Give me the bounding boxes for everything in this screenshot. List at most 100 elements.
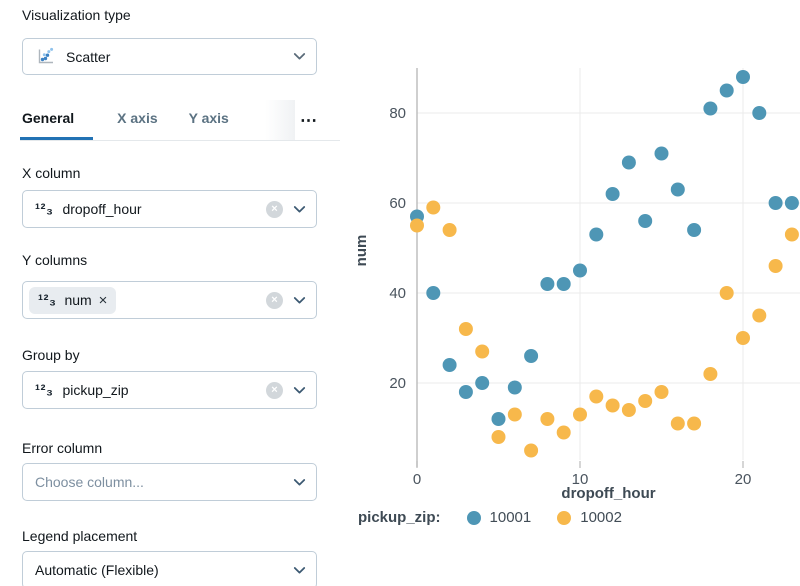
x-column-value: dropoff_hour — [62, 201, 142, 217]
data-point-10002[interactable] — [654, 385, 669, 399]
remove-chip-icon[interactable]: × — [98, 291, 108, 309]
plot-area: 20 40 60 80 0 10 20 dropoff_hour num — [353, 68, 800, 502]
data-point-10002[interactable] — [768, 259, 783, 273]
y-column-chip: ¹²₃ num × — [29, 286, 117, 314]
data-point-10001[interactable] — [491, 412, 506, 426]
data-point-10002[interactable] — [784, 227, 799, 242]
chevron-down-icon — [293, 566, 306, 575]
data-point-10002[interactable] — [670, 416, 685, 431]
legend-placement-value: Automatic (Flexible) — [35, 562, 159, 578]
settings-tab-bar: General X axis Y axis ⋯ — [20, 100, 340, 141]
legend-placement-label: Legend placement — [22, 528, 138, 544]
x-column-select[interactable]: ¹²₃ dropoff_hour × — [22, 190, 317, 228]
chevron-down-icon — [293, 205, 306, 214]
y-tick-label: 80 — [389, 105, 406, 122]
data-point-10001[interactable] — [605, 187, 620, 201]
data-point-10002[interactable] — [491, 430, 506, 444]
legend-item-label: 10002 — [580, 509, 622, 526]
data-point-10002[interactable] — [719, 286, 734, 300]
tab-x-axis[interactable]: X axis — [117, 110, 158, 126]
x-column-label: X column — [22, 165, 81, 181]
data-point-10001[interactable] — [621, 155, 636, 170]
data-point-10002[interactable] — [475, 344, 490, 359]
data-point-10001[interactable] — [687, 223, 702, 237]
data-point-10001[interactable] — [540, 277, 555, 291]
y-tick-label: 60 — [389, 195, 406, 212]
data-point-10002[interactable] — [442, 223, 457, 237]
scatter-chart-icon — [35, 46, 56, 67]
data-point-10001[interactable] — [573, 263, 587, 278]
tab-overflow-fade — [265, 100, 295, 140]
legend-item-label: 10001 — [489, 509, 532, 526]
data-point-10001[interactable] — [589, 227, 604, 242]
data-point-10002[interactable] — [703, 367, 718, 381]
data-point-10002[interactable] — [638, 394, 653, 408]
error-column-select[interactable]: Choose column... — [22, 463, 317, 501]
viz-type-value: Scatter — [66, 48, 111, 65]
x-tick-label: 20 — [735, 471, 752, 488]
data-point-10001[interactable] — [752, 106, 767, 120]
data-point-10002[interactable] — [605, 398, 620, 413]
data-point-10001[interactable] — [784, 196, 799, 210]
config-panel: Visualization type Scatter — [0, 0, 340, 586]
data-point-10001[interactable] — [442, 358, 457, 372]
legend-title: pickup_zip: — [358, 509, 441, 526]
data-point-10001[interactable] — [475, 376, 490, 390]
data-point-10002[interactable] — [507, 407, 522, 422]
chevron-down-icon — [293, 386, 306, 395]
clear-selection-icon[interactable]: × — [266, 291, 283, 309]
data-point-10001[interactable] — [703, 101, 718, 116]
group-by-select[interactable]: ¹²₃ pickup_zip × — [22, 371, 317, 409]
data-point-10002[interactable] — [621, 403, 636, 417]
chevron-down-icon — [293, 52, 306, 61]
data-point-10001[interactable] — [654, 146, 669, 161]
error-column-label: Error column — [22, 440, 103, 456]
data-point-10002[interactable] — [589, 389, 604, 404]
data-point-10002[interactable] — [458, 322, 473, 336]
number-type-icon: ¹²₃ — [35, 200, 54, 218]
data-point-10002[interactable] — [556, 425, 571, 440]
clear-selection-icon[interactable]: × — [266, 200, 283, 218]
data-point-10001[interactable] — [736, 70, 750, 84]
number-type-icon: ¹²₃ — [38, 291, 57, 309]
data-point-10001[interactable] — [524, 349, 539, 363]
y-column-chip-value: num — [64, 292, 92, 308]
tab-general[interactable]: General — [20, 100, 94, 140]
tab-y-axis[interactable]: Y axis — [188, 110, 229, 126]
data-point-10001[interactable] — [507, 380, 522, 395]
data-point-10001[interactable] — [768, 196, 783, 210]
error-column-placeholder: Choose column... — [35, 474, 144, 490]
data-point-10001[interactable] — [719, 83, 734, 98]
legend-dot-icon — [557, 510, 572, 525]
data-point-10001[interactable] — [426, 286, 441, 300]
scatter-chart: 20 40 60 80 0 10 20 dropoff_hour num pickup_zip:… — [340, 0, 800, 586]
y-tick-label: 40 — [389, 285, 406, 302]
clear-selection-icon[interactable]: × — [266, 381, 283, 399]
legend-item-10001[interactable]: 10001 — [466, 509, 532, 526]
data-point-10002[interactable] — [426, 200, 441, 215]
data-point-10002[interactable] — [524, 443, 539, 458]
number-type-icon: ¹²₃ — [35, 381, 54, 399]
viz-type-select[interactable]: Scatter — [22, 38, 317, 75]
data-point-10002[interactable] — [573, 407, 587, 422]
data-point-10002[interactable] — [752, 308, 767, 323]
data-point-10002[interactable] — [736, 331, 750, 345]
legend-item-10002[interactable]: 10002 — [557, 509, 622, 526]
data-point-10001[interactable] — [556, 277, 571, 291]
data-point-10001[interactable] — [670, 182, 685, 197]
y-axis-title: num — [353, 235, 370, 267]
viz-type-label: Visualization type — [22, 7, 131, 23]
legend-placement-select[interactable]: Automatic (Flexible) — [22, 551, 317, 586]
data-point-10002[interactable] — [540, 412, 555, 426]
data-point-10002[interactable] — [687, 416, 702, 431]
data-point-10001[interactable] — [638, 214, 653, 228]
data-point-10002[interactable] — [410, 218, 424, 233]
data-point-10001[interactable] — [458, 385, 473, 399]
chart-legend: pickup_zip: 10001 10002 — [358, 509, 798, 526]
x-tick-label: 10 — [572, 471, 589, 488]
group-by-label: Group by — [22, 347, 80, 363]
y-columns-select[interactable]: ¹²₃ num × × — [22, 281, 317, 319]
y-tick-label: 20 — [389, 375, 406, 392]
more-tabs-button[interactable]: ⋯ — [296, 108, 322, 134]
